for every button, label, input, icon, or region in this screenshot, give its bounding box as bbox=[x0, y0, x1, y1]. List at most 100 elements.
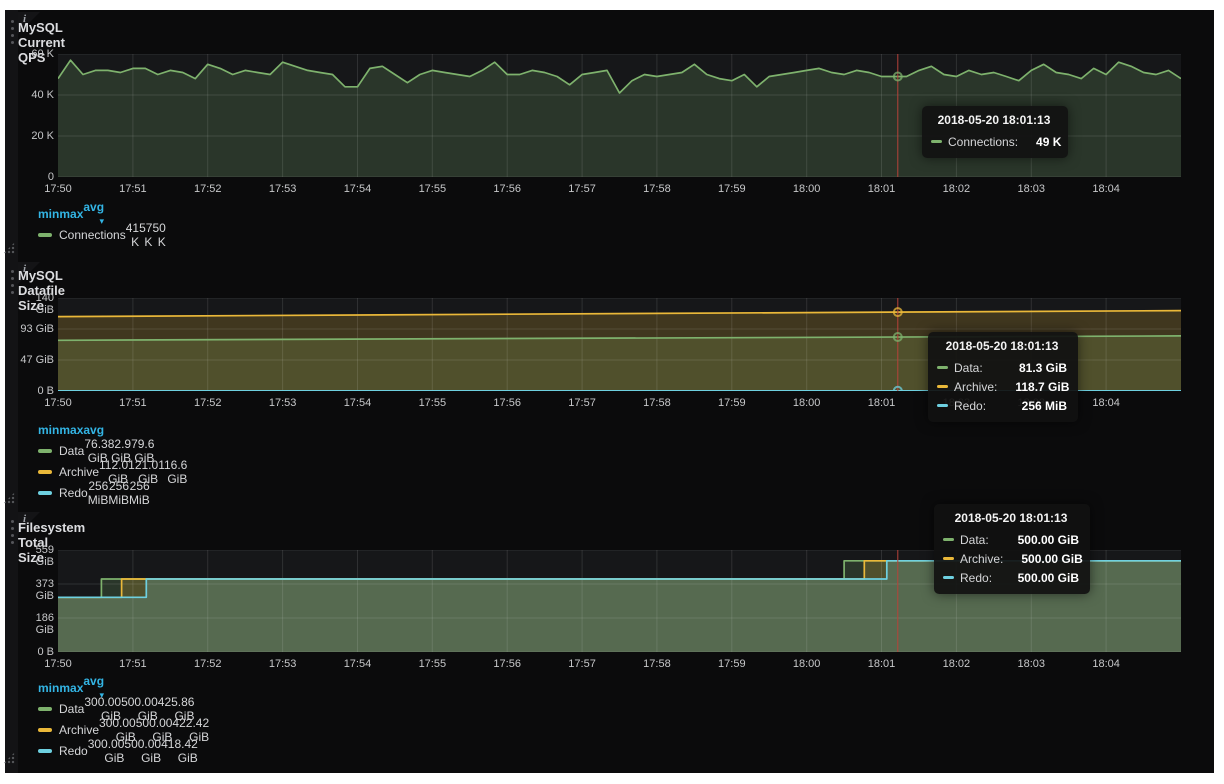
legend-value-min: 76.3 GiB bbox=[84, 436, 108, 465]
x-axis-tick-label: 18:03 bbox=[1017, 658, 1046, 670]
x-axis-tick-label: 18:04 bbox=[1092, 397, 1120, 409]
legend-header-max[interactable]: max bbox=[59, 207, 84, 221]
legend-series-swatch bbox=[38, 706, 52, 711]
x-axis-tick-label: 17:58 bbox=[643, 397, 671, 409]
info-glyph: i bbox=[23, 263, 27, 275]
legend-series-toggle-connections[interactable]: Connections bbox=[18, 228, 126, 242]
x-axis-tick-label: 17:51 bbox=[119, 183, 147, 195]
legend-header-max[interactable]: max bbox=[59, 423, 84, 437]
legend-series-swatch bbox=[38, 232, 52, 237]
legend-header-avg[interactable]: avg ▾ bbox=[83, 200, 105, 226]
legend-series-toggle-redo[interactable]: Redo bbox=[18, 744, 88, 758]
tooltip-series-swatch bbox=[943, 557, 954, 560]
legend-series-toggle-data[interactable]: Data bbox=[18, 444, 84, 458]
legend-header-min[interactable]: min bbox=[38, 207, 60, 221]
legend-value-max: 121.0 GiB bbox=[128, 457, 159, 486]
series-fill bbox=[58, 60, 1181, 177]
legend-header-max[interactable]: max bbox=[59, 681, 84, 695]
graph-tooltip: 2018-05-20 18:01:13 Data: 500.00 GiB Archiv… bbox=[934, 504, 1090, 594]
tooltip-series-value: 256 MiB bbox=[1021, 398, 1067, 413]
x-axis-tick-label: 17:59 bbox=[718, 658, 746, 670]
legend-series-toggle-data[interactable]: Data bbox=[18, 702, 84, 716]
y-axis-tick-label: 60 K bbox=[31, 48, 54, 60]
y-axis-tick-label: 20 K bbox=[31, 130, 54, 142]
legend-header-min[interactable]: min bbox=[38, 681, 60, 695]
series-fill bbox=[58, 560, 1181, 652]
info-glyph: i bbox=[23, 13, 27, 25]
x-axis-tick-label: 18:01 bbox=[867, 183, 896, 195]
legend-series-label: Archive bbox=[59, 722, 100, 737]
y-axis-tick-label: 47 GiB bbox=[20, 354, 54, 366]
tooltip-series-label: Connections: bbox=[948, 134, 1019, 149]
x-axis-tick-label: 17:58 bbox=[643, 183, 671, 195]
legend-header-avg[interactable]: avg bbox=[83, 423, 105, 437]
x-axis-tick-label: 18:04 bbox=[1092, 183, 1120, 195]
panel-gutter bbox=[5, 10, 18, 773]
legend-series-swatch bbox=[38, 448, 52, 453]
x-axis-tick-label: 17:58 bbox=[643, 658, 671, 670]
panel-drag-handle[interactable] bbox=[9, 520, 15, 544]
series-fill bbox=[58, 335, 1181, 391]
x-axis-tick-label: 17:52 bbox=[193, 183, 222, 195]
series-fill bbox=[58, 310, 1181, 391]
panel-drag-handle[interactable] bbox=[9, 270, 15, 294]
legend-series-label: Redo bbox=[59, 743, 88, 758]
legend-sort-caret-icon[interactable]: ▾ bbox=[99, 216, 105, 226]
legend-value-min: 300.00 GiB bbox=[87, 736, 125, 765]
legend-header-avg[interactable]: avg ▾ bbox=[83, 674, 105, 700]
legend-sort-caret-icon[interactable]: ▾ bbox=[99, 690, 105, 700]
legend-series-swatch bbox=[38, 469, 52, 474]
plot-area[interactable] bbox=[58, 550, 1181, 652]
legend-header-min[interactable]: min bbox=[38, 423, 60, 437]
x-axis-tick-label: 18:02 bbox=[942, 183, 971, 195]
info-glyph: i bbox=[23, 513, 27, 525]
tooltip-series-swatch bbox=[931, 140, 942, 143]
y-axis-tick-label: 373 GiB bbox=[35, 578, 54, 602]
tooltip-series-row: Connections: 49 K bbox=[931, 132, 1061, 151]
legend-series-toggle-archive[interactable]: Archive bbox=[18, 723, 99, 737]
legend-series-label: Archive bbox=[59, 464, 100, 479]
hover-marker bbox=[892, 307, 903, 318]
x-axis-tick-label: 17:57 bbox=[568, 397, 596, 409]
tooltip-series-label: Redo: bbox=[954, 398, 987, 413]
legend-value-max: 500.00 GiB bbox=[124, 736, 162, 765]
graph-tooltip: 2018-05-20 18:01:13 Connections: 49 K bbox=[922, 106, 1068, 158]
legend-value-min: 300.00 GiB bbox=[99, 715, 136, 744]
x-axis-tick-label: 17:57 bbox=[568, 658, 596, 670]
x-axis-tick-label: 17:54 bbox=[343, 397, 372, 409]
x-axis-tick-label: 17:56 bbox=[493, 397, 521, 409]
x-axis-tick-label: 18:03 bbox=[1017, 183, 1046, 195]
legend-series-swatch bbox=[38, 727, 52, 732]
tooltip-series-row: Data: 500.00 GiB bbox=[943, 530, 1079, 549]
legend-series-label: Data bbox=[59, 443, 85, 458]
x-axis-tick-label: 17:52 bbox=[193, 397, 222, 409]
tooltip-series-label: Data: bbox=[954, 360, 983, 375]
x-axis-tick-label: 18:01 bbox=[867, 658, 896, 670]
x-axis-tick-label: 17:51 bbox=[119, 658, 147, 670]
legend-series-toggle-redo[interactable]: Redo bbox=[18, 486, 88, 500]
y-axis-tick-label: 93 GiB bbox=[20, 323, 54, 335]
tooltip-series-value: 118.7 GiB bbox=[1015, 379, 1070, 394]
legend-value-avg: 79.6 GiB bbox=[131, 436, 155, 465]
x-axis-tick-label: 17:55 bbox=[418, 397, 447, 409]
hover-marker bbox=[892, 385, 903, 391]
tooltip-series-value: 500.00 GiB bbox=[1017, 532, 1079, 547]
x-axis-tick-label: 17:59 bbox=[718, 397, 746, 409]
legend-series-toggle-archive[interactable]: Archive bbox=[18, 465, 99, 479]
panel-drag-handle[interactable] bbox=[9, 20, 15, 44]
legend-series-label: Redo bbox=[59, 485, 88, 500]
y-axis-tick-label: 186 GiB bbox=[35, 612, 54, 636]
x-axis-tick-label: 17:50 bbox=[44, 183, 72, 195]
x-axis-tick-label: 17:55 bbox=[418, 183, 447, 195]
tooltip-series-value: 49 K bbox=[1036, 134, 1062, 149]
x-axis-tick-label: 17:54 bbox=[343, 183, 372, 195]
tooltip-series-swatch bbox=[943, 538, 954, 541]
legend-value-avg: 256 MiB bbox=[129, 478, 150, 507]
x-axis-tick-label: 17:53 bbox=[268, 397, 297, 409]
x-axis-tick-label: 17:53 bbox=[268, 658, 297, 670]
x-axis-tick-label: 17:57 bbox=[568, 183, 596, 195]
x-axis-tick-label: 18:00 bbox=[792, 658, 821, 670]
x-axis-tick-label: 17:56 bbox=[493, 658, 521, 670]
tooltip-time: 2018-05-20 18:01:13 bbox=[954, 511, 1068, 525]
legend-series-label: Data bbox=[59, 701, 85, 716]
